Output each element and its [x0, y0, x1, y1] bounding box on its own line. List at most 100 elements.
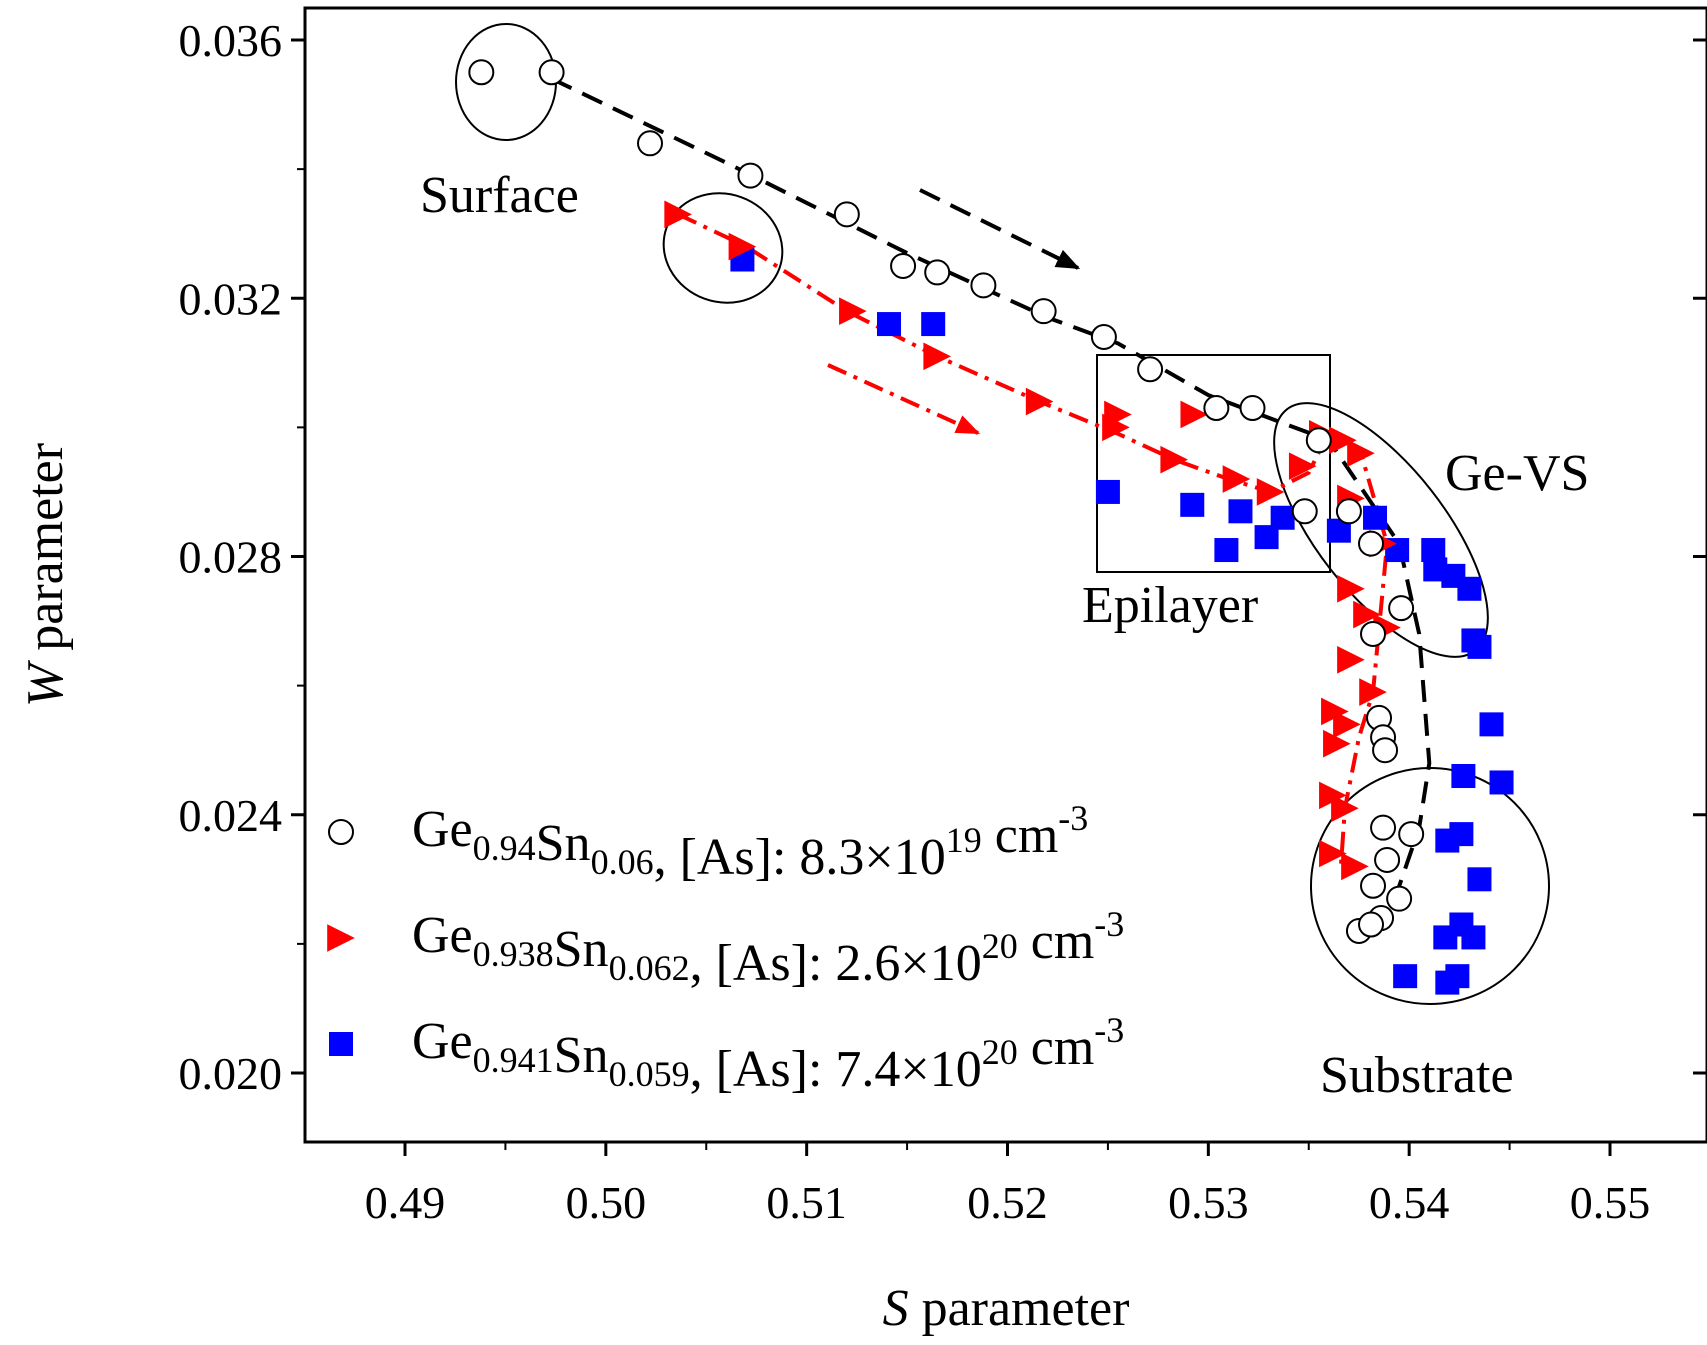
data-point [1347, 439, 1375, 467]
x-axis-title: S parameter [883, 1280, 1130, 1337]
data-point [1341, 852, 1369, 881]
data-point [1374, 846, 1401, 873]
data-point [1160, 445, 1188, 474]
data-point [1203, 395, 1230, 422]
data-point [1451, 764, 1476, 789]
data-point [1329, 426, 1357, 455]
x-tick-label: 0.51 [766, 1177, 847, 1228]
data-point [1331, 794, 1359, 823]
data-point [1398, 821, 1425, 848]
data-point [728, 232, 757, 261]
data-point [1457, 576, 1482, 601]
legend: Ge0.94Sn0.06, [As]: 8.3×1019 cm-3 Ge0.938… [327, 798, 1124, 1098]
data-point [1222, 465, 1251, 493]
y-axis-ticks: 0.020 0.024 0.028 0.032 0.036 [179, 15, 1707, 1099]
data-point [1323, 729, 1351, 758]
legend-marker [327, 924, 355, 952]
data-point [1461, 925, 1486, 950]
data-point [1180, 400, 1209, 429]
data-point [1030, 298, 1057, 325]
x-axis-ticks: 0.49 0.50 0.51 0.52 0.53 0.54 0.55 [365, 1142, 1651, 1228]
data-point [890, 252, 917, 279]
y-tick-label: 0.028 [179, 532, 283, 583]
data-point [1337, 574, 1365, 603]
data-point [737, 162, 764, 189]
annotation-ge-vs: Ge-VS [1445, 445, 1589, 502]
data-point [1393, 964, 1418, 989]
data-point [1214, 538, 1239, 563]
data-point [468, 59, 495, 86]
data-point [637, 130, 664, 157]
black-direction-arrow [919, 188, 1081, 270]
data-point [1363, 505, 1388, 530]
data-point [1335, 498, 1362, 525]
legend-marker [328, 819, 354, 845]
x-tick-label: 0.53 [1168, 1177, 1249, 1228]
legend-label: Ge0.938Sn0.062, [As]: 2.6×1020 cm-3 [412, 904, 1124, 992]
data-point [833, 201, 860, 228]
x-tick-label: 0.55 [1570, 1177, 1651, 1228]
annotation-epilayer: Epilayer [1082, 577, 1258, 634]
data-point [1358, 911, 1385, 938]
series-layer [468, 59, 1514, 995]
series-triangle-right [664, 200, 1401, 881]
epilayer-box [1096, 354, 1331, 573]
data-point [970, 272, 997, 299]
data-point [1333, 710, 1361, 739]
series-square-filled [730, 247, 1514, 995]
surface-inner-ellipse [662, 192, 784, 304]
data-point [923, 342, 952, 371]
data-point [1239, 395, 1266, 422]
data-point [1025, 387, 1054, 416]
data-point [1386, 885, 1413, 912]
data-point [1388, 595, 1415, 622]
y-tick-label: 0.024 [179, 790, 283, 841]
data-point [664, 200, 692, 229]
data-point [1467, 634, 1492, 659]
data-point [1228, 499, 1253, 524]
red-direction-arrow [827, 363, 981, 435]
y-tick-label: 0.036 [179, 15, 283, 66]
data-point [1370, 814, 1397, 841]
data-point [924, 259, 951, 286]
series-circle-open [468, 59, 1425, 944]
y-tick-label: 0.032 [179, 273, 283, 324]
x-tick-label: 0.52 [967, 1177, 1048, 1228]
data-point [1319, 839, 1347, 868]
y-axis-title: W parameter [17, 443, 74, 707]
data-point [1489, 770, 1514, 795]
data-point [1256, 478, 1285, 506]
data-point [1353, 600, 1381, 629]
data-point [1291, 498, 1318, 525]
y-tick-label: 0.020 [179, 1048, 283, 1099]
data-point [538, 59, 565, 86]
data-point [1467, 867, 1492, 892]
data-point [1337, 646, 1365, 674]
data-point [921, 312, 946, 337]
data-point [1360, 872, 1387, 899]
data-point [1137, 356, 1164, 383]
annotation-surface: Surface [420, 167, 579, 224]
annotation-substrate: Substrate [1320, 1047, 1514, 1104]
data-point [1479, 712, 1504, 737]
x-tick-label: 0.50 [566, 1177, 647, 1228]
data-point [1449, 822, 1474, 847]
legend-label: Ge0.941Sn0.059, [As]: 7.4×1020 cm-3 [412, 1010, 1124, 1098]
data-point [1090, 323, 1117, 350]
data-point [1360, 620, 1387, 647]
data-point [877, 312, 902, 337]
data-point [839, 297, 867, 325]
data-point [1270, 505, 1295, 530]
data-point [1095, 479, 1120, 504]
data-point [1358, 530, 1385, 557]
legend-label: Ge0.94Sn0.06, [As]: 8.3×1019 cm-3 [412, 798, 1088, 886]
data-point [1180, 492, 1205, 517]
data-point [1305, 427, 1332, 454]
legend-marker [329, 1032, 353, 1056]
x-tick-label: 0.49 [365, 1177, 446, 1228]
data-point [1445, 964, 1470, 989]
data-point [1102, 413, 1130, 442]
data-point [1359, 678, 1387, 706]
data-point [1288, 452, 1317, 480]
